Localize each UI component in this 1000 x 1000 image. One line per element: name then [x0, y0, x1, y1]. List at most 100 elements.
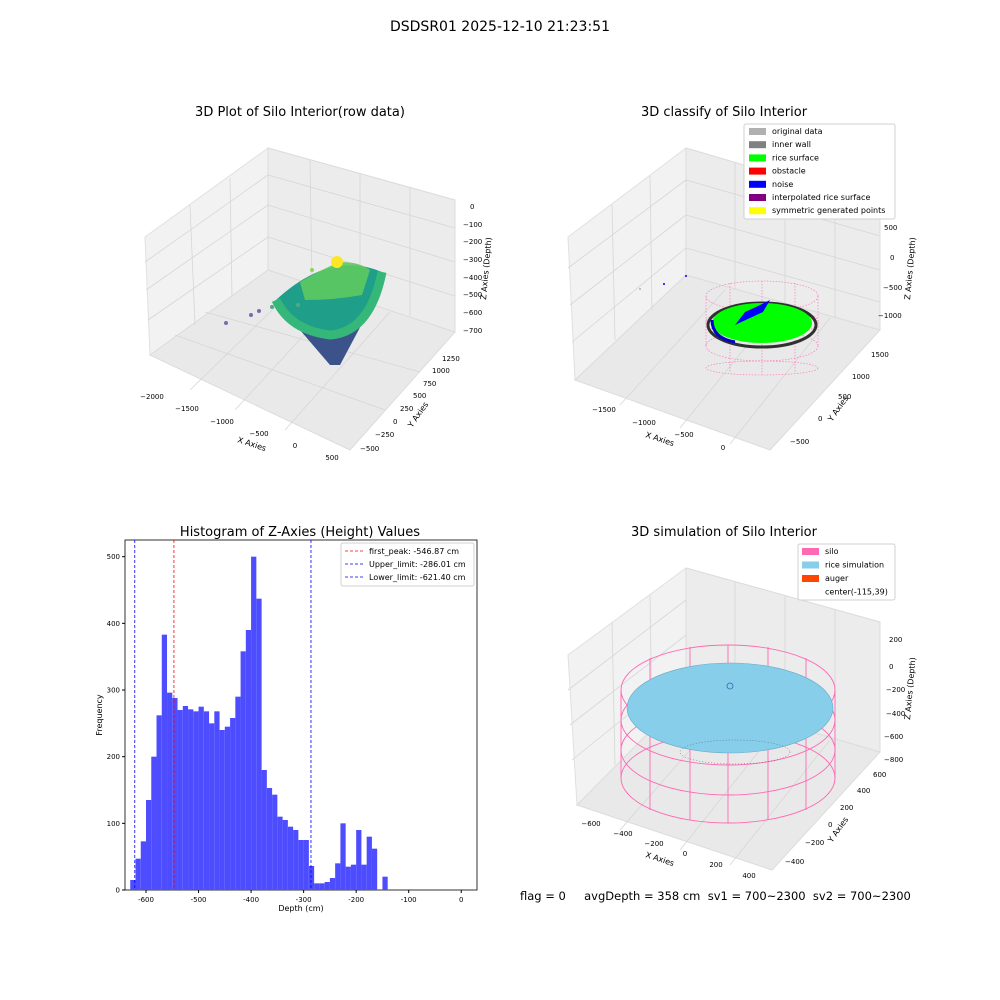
histogram-bar [340, 823, 346, 890]
raw-3d-y-tick: 0 [393, 418, 397, 426]
histogram-bar [182, 706, 189, 890]
simulation-3d-legend-entries: silo rice simulation auger center(-115,39) [802, 547, 888, 597]
classify-3d-noise-points [735, 300, 770, 325]
histogram-x-tick-label: -500 [191, 896, 207, 904]
classify-3d-legend-entries: original data inner wall rice surface obsta… [749, 127, 885, 215]
simulation-3d-y-tick: 200 [840, 804, 853, 812]
panel-raw-3d: 3D Plot of Silo Interior(row data) [140, 105, 493, 462]
histogram-y-tick-label: 100 [107, 820, 120, 828]
classify-3d-y-tick: 1000 [852, 373, 870, 381]
raw-3d-upper-points [300, 262, 370, 300]
histogram-legend-label: first_peak: -546.87 cm [369, 547, 459, 556]
histogram-bar [156, 715, 162, 890]
simulation-3d-x-tick: −400 [613, 830, 632, 838]
histogram-x-tick-label: 0 [459, 896, 463, 904]
classify-3d-y-tick: 0 [818, 415, 822, 423]
classify-3d-y-tick: 500 [838, 393, 851, 401]
histogram-bar [345, 866, 351, 890]
panel-simulation-3d: 3D simulation of Silo Interior [520, 525, 917, 903]
histogram-bar [151, 756, 157, 890]
histogram-bar [240, 651, 246, 890]
histogram-bar [167, 692, 173, 890]
histogram-y-tick-label: 200 [107, 753, 120, 761]
simulation-3d-x-tick: −200 [644, 840, 663, 848]
histogram-bar [303, 840, 309, 890]
histogram-legend: first_peak: -546.87 cm Upper_limit: -286.… [340, 542, 475, 587]
simulation-3d-z-tick: −400 [886, 710, 905, 718]
histogram-legend-frame [340, 542, 475, 587]
histogram-bar [256, 598, 262, 890]
histogram-x-tick-label: -100 [401, 896, 417, 904]
histogram-y-tick-label: 300 [107, 687, 120, 695]
classify-3d-x-tick: −1500 [592, 406, 616, 414]
raw-3d-z-tick: −600 [463, 309, 482, 317]
histogram-bar [251, 556, 257, 890]
simulation-3d-rice-underside [679, 739, 791, 765]
simulation-3d-x-ticks: −600 −400 −200 0 200 400 [581, 820, 755, 880]
raw-3d-y-ticks: −500 −250 0 250 500 750 1000 1250 [360, 355, 460, 453]
classify-3d-legend-label: noise [772, 180, 793, 189]
simulation-3d-x-label: X Axies [644, 850, 675, 868]
histogram-bar [188, 709, 194, 890]
classify-3d-legend-swatch [749, 154, 766, 162]
histogram-bar [366, 836, 372, 890]
classify-3d-y-tick: 1500 [871, 351, 889, 359]
raw-3d-y-tick: 750 [423, 380, 436, 388]
histogram-bar [298, 840, 304, 890]
histogram-x-ticks: -600 -500 -400 -300 -200 -100 0 [138, 890, 463, 904]
simulation-3d-y-label: Y Axies [826, 815, 851, 845]
raw-3d-point-cloud [224, 256, 387, 365]
classify-3d-legend-label: rice surface [772, 153, 819, 162]
histogram-bar [314, 883, 320, 890]
raw-3d-z-tick: 0 [470, 203, 474, 211]
histogram-vlines [134, 540, 312, 890]
histogram-bar [272, 794, 278, 890]
simulation-3d-legend-label: center(-115,39) [825, 588, 888, 597]
raw-3d-y-tick: 1000 [432, 367, 450, 375]
raw-3d-y-tick: −250 [375, 431, 394, 439]
histogram-bar [266, 788, 273, 890]
figure-suptitle: DSDSR01 2025-12-10 21:23:51 [390, 19, 610, 35]
raw-3d-x-tick: −1500 [175, 405, 199, 413]
histogram-bar [214, 711, 220, 890]
simulation-3d-x-tick: 400 [742, 872, 755, 880]
classify-3d-z-ticks: 500 0 −500 −1000 [878, 224, 902, 320]
histogram-bar [130, 880, 136, 890]
histogram-bar [293, 830, 299, 890]
raw-3d-z-tick: −100 [463, 221, 482, 229]
simulation-3d-y-tick: −200 [805, 839, 824, 847]
raw-3d-z-tick: −200 [463, 238, 482, 246]
simulation-3d-z-tick: 200 [889, 636, 902, 644]
raw-3d-z-ticks: 0 −100 −200 −300 −400 −500 −600 −700 [463, 203, 482, 335]
raw-3d-z-tick: −500 [463, 291, 482, 299]
histogram-bar [219, 730, 225, 890]
histogram-legend-label: Lower_limit: -621.40 cm [369, 573, 466, 582]
histogram-bar [277, 816, 283, 890]
classify-3d-x-tick: −1000 [632, 419, 656, 427]
classify-3d-legend: original data inner wall rice surface obsta… [743, 123, 896, 220]
histogram-title: Histogram of Z-Axies (Height) Values [180, 525, 420, 540]
histogram-bar [329, 878, 336, 890]
histogram-bar [335, 863, 341, 890]
classify-3d-original-point [663, 283, 665, 285]
raw-3d-y-tick: 1250 [442, 355, 460, 363]
classify-3d-legend-swatch [749, 141, 766, 149]
classify-3d-legend-swatch [749, 167, 766, 175]
histogram-bar [203, 711, 210, 890]
histogram-bar [209, 723, 215, 890]
classify-3d-legend-label: interpolated rice surface [772, 193, 870, 202]
classify-3d-legend-swatch [749, 180, 766, 188]
classify-3d-legend-label: obstacle [772, 167, 806, 176]
classify-3d-x-tick: 0 [721, 444, 725, 452]
histogram-y-tick-label: 400 [107, 620, 120, 628]
histogram-legend-entries: first_peak: -546.87 cm Upper_limit: -286.… [345, 547, 466, 582]
panel-histogram: Histogram of Z-Axies (Height) Values -60… [95, 525, 478, 913]
histogram-x-tick-label: -400 [243, 896, 259, 904]
simulation-3d-rice-surface [626, 662, 834, 754]
raw-3d-peak-points [331, 256, 343, 268]
classify-3d-z-tick: 500 [884, 224, 897, 232]
panel-classify-3d: 3D classify of Silo Interior [567, 105, 917, 452]
simulation-3d-z-tick: 0 [889, 663, 893, 671]
histogram-bar [382, 876, 388, 890]
simulation-3d-x-tick: 200 [709, 861, 722, 869]
